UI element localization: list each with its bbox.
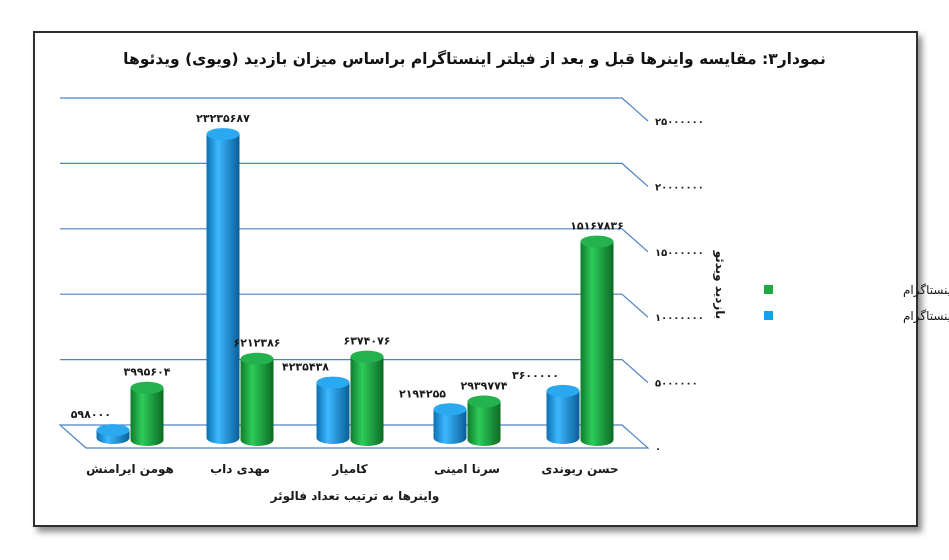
legend-swatch [764,311,773,320]
bar-cap-before-1 [240,352,274,365]
y-tick-label: ۱۵۰۰۰۰۰۰ [655,248,704,259]
bar-cap-before-0 [130,381,164,394]
bar-after-2 [316,382,350,444]
data-label-after-2: ۴۲۳۵۴۳۸ [282,361,329,374]
bar-cap-after-4 [546,384,580,397]
gridline [60,162,649,187]
y-tick-label: ۲۵۰۰۰۰۰۰ [655,117,704,128]
bar-before-4 [580,241,614,446]
grid-layer [58,97,650,449]
bar-cap-before-3 [467,395,501,408]
bar-before-3 [467,401,501,446]
data-label-after-1: ۲۳۲۳۵۶۸۷ [196,112,250,125]
bar-before-0 [130,387,164,446]
x-axis-title: واینرها به ترتیب تعداد فالوئر [270,489,440,504]
y-tick-label: ۵۰۰۰۰۰۰ [655,379,698,390]
chart-title: نمودار۳: مقایسه واینرها قبل و بعد از فیل… [123,50,826,68]
bar-layer [96,128,614,446]
bar-before-1 [240,358,274,446]
y-tick-label: ۰ [655,444,661,455]
x-tick-label: هومن ایرامنش [86,462,174,477]
gridline [60,293,649,318]
y-axis-title: بازدید ویدئو [712,250,727,320]
x-tick-label: کامیار [331,462,367,476]
bar-after-1 [206,134,240,444]
legend-label: بازدید بعد از فیلتر اینستاگرام [903,309,949,324]
data-label-before-0: ۳۹۹۵۶۰۴ [124,366,171,379]
bar-cap-after-0 [96,424,130,437]
label-layer: ۰ ۵۰۰۰۰۰۰ ۱۰۰۰۰۰۰۰ ۱۵۰۰۰۰۰۰ ۲۰۰۰۰۰۰۰ ۲۵۰۰۰۰۰۰… [71,112,949,504]
bar-cap-after-2 [316,376,350,389]
legend-label: بازدید قبل از فیلتر اینستاگرام [903,283,949,298]
gridline [60,97,649,122]
bar-cap-after-3 [433,403,467,416]
data-label-after-0: ۵۹۸۰۰۰ [71,408,111,421]
data-label-before-1: ۶۲۱۲۳۸۶ [234,337,281,350]
bar-cap-after-1 [206,128,240,141]
data-label-before-2: ۶۳۷۴۰۷۶ [344,335,391,348]
data-label-after-4: ۳۶۰۰۰۰۰ [512,369,559,382]
gridline [60,228,649,253]
bar-after-3 [433,409,467,444]
x-tick-label: حسن ریوندی [541,462,618,477]
bar-cap-before-4 [580,235,614,248]
data-label-after-3: ۲۱۹۴۲۵۵ [399,387,446,400]
data-label-before-4: ۱۵۱۶۷۸۳۶ [570,220,624,233]
bar-after-4 [546,390,580,444]
legend-swatch [764,285,773,294]
bar-before-2 [350,356,384,446]
x-tick-label: مهدی داب [210,462,270,476]
y-tick-label: ۲۰۰۰۰۰۰۰ [655,182,704,193]
x-tick-label: سرنا امینی [434,462,500,476]
y-tick-label: ۱۰۰۰۰۰۰۰ [655,313,704,324]
bar-cap-before-2 [350,350,384,363]
data-label-before-3: ۲۹۳۹۷۷۴ [461,380,508,393]
